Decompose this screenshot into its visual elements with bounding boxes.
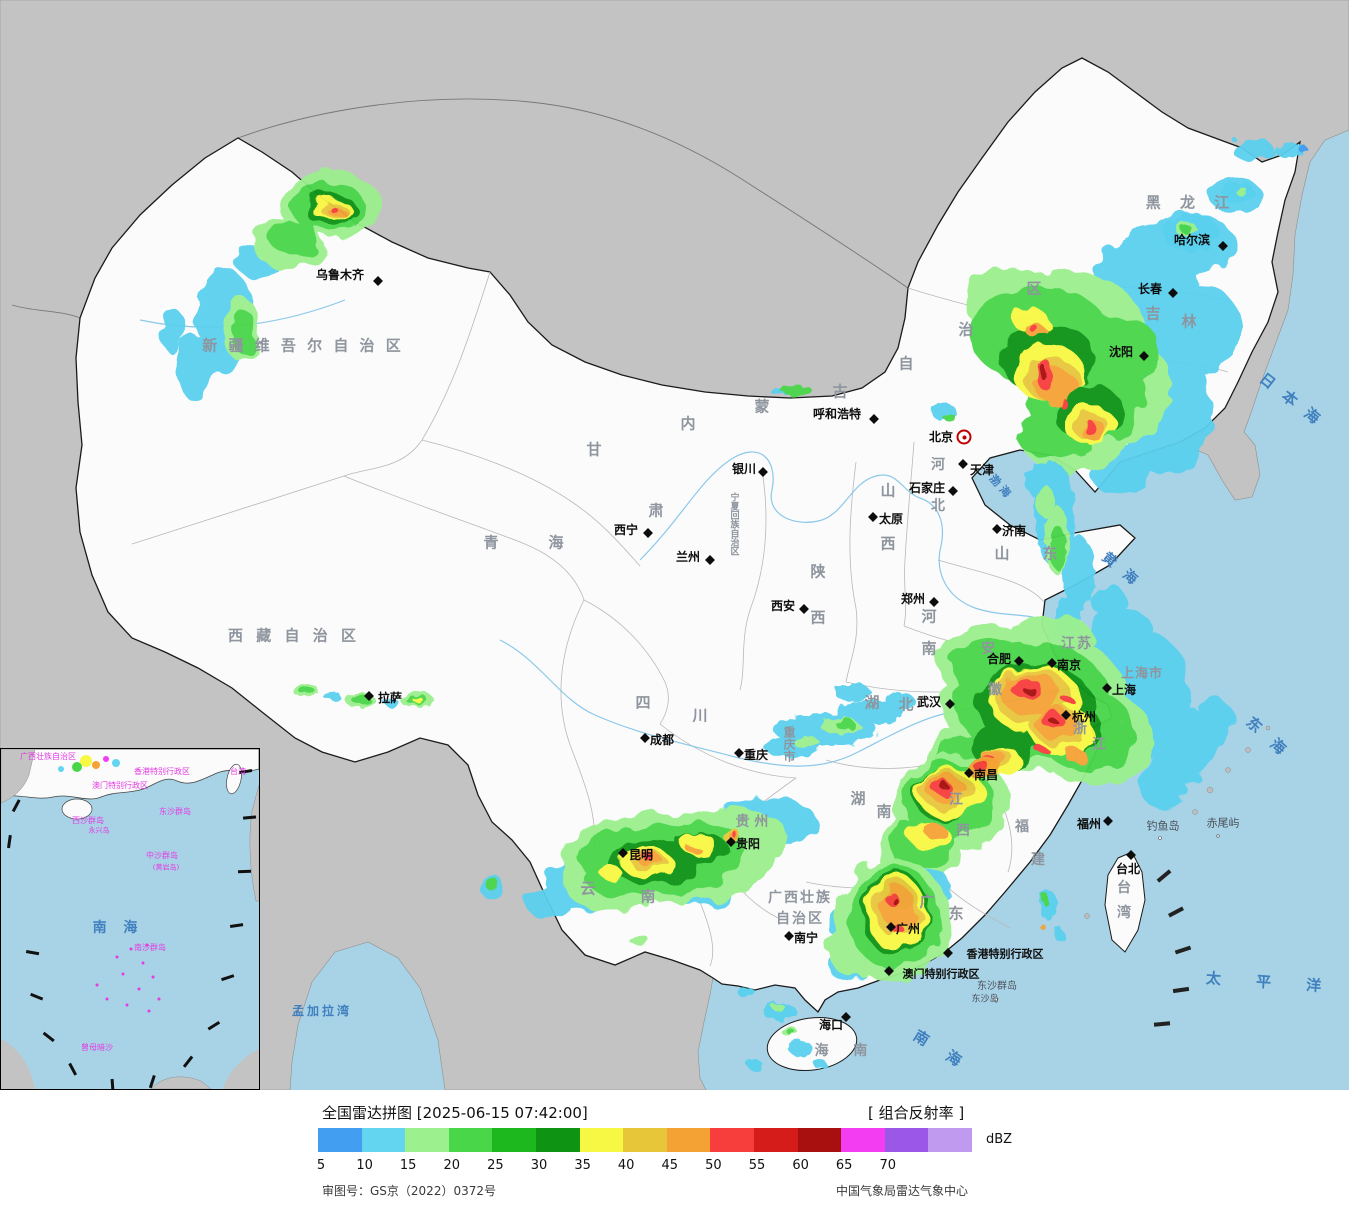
inset-svg bbox=[1, 749, 259, 1089]
legend-tick-label: 45 bbox=[661, 1158, 679, 1173]
legend-color-segment bbox=[318, 1128, 362, 1152]
map-title: 全国雷达拼图 [2025-06-15 07:42:00] bbox=[322, 1104, 588, 1122]
legend-tick-label: 50 bbox=[705, 1158, 722, 1173]
radar-echo-harbin bbox=[1162, 181, 1254, 251]
legend-color-segment bbox=[710, 1128, 754, 1152]
south-china-sea-inset bbox=[0, 748, 260, 1090]
product-label: [ 组合反射率 ] bbox=[868, 1104, 965, 1122]
legend-tick-label: 10 bbox=[356, 1158, 373, 1173]
radar-echo-misc bbox=[771, 142, 1308, 421]
legend-color-segment bbox=[753, 1128, 798, 1152]
maritime-boundary-dashes bbox=[1153, 869, 1192, 1027]
radar-echo-yunnan-guizhou bbox=[480, 798, 818, 946]
inset-vietnam bbox=[1, 749, 36, 804]
legend-color-segment bbox=[623, 1128, 667, 1152]
small-islands bbox=[1084, 725, 1271, 919]
hainan-island bbox=[766, 1017, 858, 1071]
legend-color-segment bbox=[797, 1128, 842, 1152]
legend-color-segment bbox=[405, 1128, 449, 1152]
legend-tick-label: 55 bbox=[748, 1158, 766, 1173]
taiwan-island bbox=[1104, 851, 1146, 953]
legend-color-segment bbox=[361, 1128, 406, 1152]
approval-number: 审图号：GS京（2022）0372号 bbox=[322, 1184, 496, 1198]
legend-color-segment bbox=[841, 1128, 885, 1152]
radar-echo-taiwan-strait bbox=[1039, 890, 1064, 941]
legend-tick-label: 15 bbox=[399, 1158, 417, 1173]
legend-color-segment bbox=[928, 1128, 972, 1152]
legend-color-segment bbox=[535, 1128, 580, 1152]
basemap-svg bbox=[0, 0, 1349, 1090]
kazakh-border-line bbox=[11, 304, 81, 319]
radar-echo-guangdong bbox=[826, 858, 952, 982]
radar-echo-south-coast bbox=[737, 987, 827, 1071]
radar-echo-tibet bbox=[292, 683, 434, 708]
legend-color-segment bbox=[579, 1128, 624, 1152]
legend-color-segment bbox=[884, 1128, 929, 1152]
inset-reef-dots bbox=[95, 943, 161, 1013]
inset-mainland bbox=[1, 749, 259, 800]
inset-corner-left bbox=[1, 1039, 35, 1089]
inset-philippines bbox=[249, 784, 259, 902]
mongolia-border-line bbox=[237, 98, 909, 289]
inset-taiwan bbox=[226, 763, 242, 795]
legend-unit-label: dBZ bbox=[986, 1132, 1013, 1147]
legend-tick-label: 5 bbox=[316, 1158, 326, 1173]
legend-panel: 全国雷达拼图 [2025-06-15 07:42:00] [ 组合反射率 ] d… bbox=[0, 1090, 1349, 1208]
legend-tick-label: 30 bbox=[530, 1158, 548, 1173]
legend-tick-label: 25 bbox=[487, 1158, 504, 1173]
legend-color-segment bbox=[448, 1128, 493, 1152]
legend-tick-label: 60 bbox=[792, 1158, 809, 1173]
radar-echo-xinjiang bbox=[159, 172, 382, 401]
legend-tick-label: 40 bbox=[617, 1158, 635, 1173]
radar-echo-sichuan-hubei bbox=[764, 683, 914, 758]
legend-colorbar bbox=[318, 1128, 972, 1152]
legend-tick-row: 5 10 15 20 25 30 35 40 45 50 55 60 65 70 bbox=[316, 1158, 972, 1174]
inset-borneo bbox=[150, 1076, 212, 1089]
legend-color-segment bbox=[492, 1128, 536, 1152]
legend-tick-label: 35 bbox=[574, 1158, 591, 1173]
radar-echo-northeast bbox=[962, 137, 1273, 496]
legend-tick-label: 65 bbox=[835, 1158, 853, 1173]
legend-color-segment bbox=[666, 1128, 711, 1152]
legend-tick-label: 20 bbox=[443, 1158, 461, 1173]
legend-tick-label: 70 bbox=[879, 1158, 897, 1173]
inset-nine-dash-line bbox=[7, 768, 257, 1089]
inset-hainan bbox=[61, 798, 93, 820]
data-source: 中国气象局雷达气象中心 bbox=[836, 1184, 969, 1198]
radar-map-canvas: 黑 龙 江吉林内蒙古自治区新 疆 维 吾 尔 自 治 区甘肃宁夏回族自治区青海西… bbox=[0, 0, 1349, 1090]
inset-corner-right bbox=[223, 1049, 259, 1089]
inset-radar-specks bbox=[58, 755, 120, 772]
